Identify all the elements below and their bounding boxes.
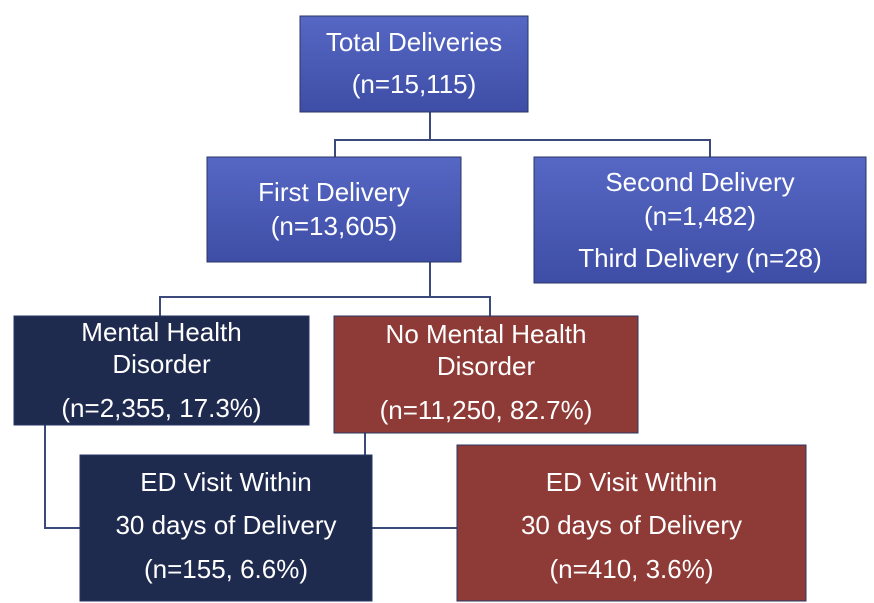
node-label: ED Visit Within: [546, 467, 717, 497]
node-box: [206, 156, 462, 263]
node-label: Third Delivery (n=28): [578, 243, 821, 273]
node-label: (n=410, 3.6%): [549, 554, 713, 584]
node-box: [299, 15, 529, 113]
connector: [44, 425, 80, 529]
node-label: 30 days of Delivery: [115, 510, 336, 540]
node-label: (n=15,115): [352, 69, 477, 99]
node-label: 30 days of Delivery: [521, 510, 742, 540]
node-box: [333, 315, 639, 434]
node-label: (n=13,605): [271, 211, 397, 241]
node-label: Disorder: [112, 349, 211, 379]
connector: [334, 112, 711, 157]
node-label: Total Deliveries: [326, 27, 502, 57]
node-label: ED Visit Within: [140, 467, 311, 497]
boxes: Total Deliveries (n=15,115) First Delivery…: [13, 15, 867, 602]
node-label: Disorder: [437, 351, 536, 381]
node-label: No Mental Health: [386, 319, 587, 349]
connectors: [44, 112, 711, 529]
node-label: Mental Health: [81, 317, 241, 347]
node-label: First Delivery: [258, 177, 410, 207]
node-label: (n=11,250, 82.7%): [380, 395, 593, 425]
connector: [159, 262, 491, 316]
node-label: (n=155, 6.6%): [144, 554, 308, 584]
node-box: [79, 454, 373, 602]
node-box: [13, 315, 310, 426]
node-label: Second Delivery: [605, 167, 794, 197]
node-box: [533, 156, 867, 284]
node-box: [456, 444, 807, 602]
node-label: (n=1,482): [644, 201, 756, 231]
node-label: (n=2,355, 17.3%): [61, 393, 261, 423]
